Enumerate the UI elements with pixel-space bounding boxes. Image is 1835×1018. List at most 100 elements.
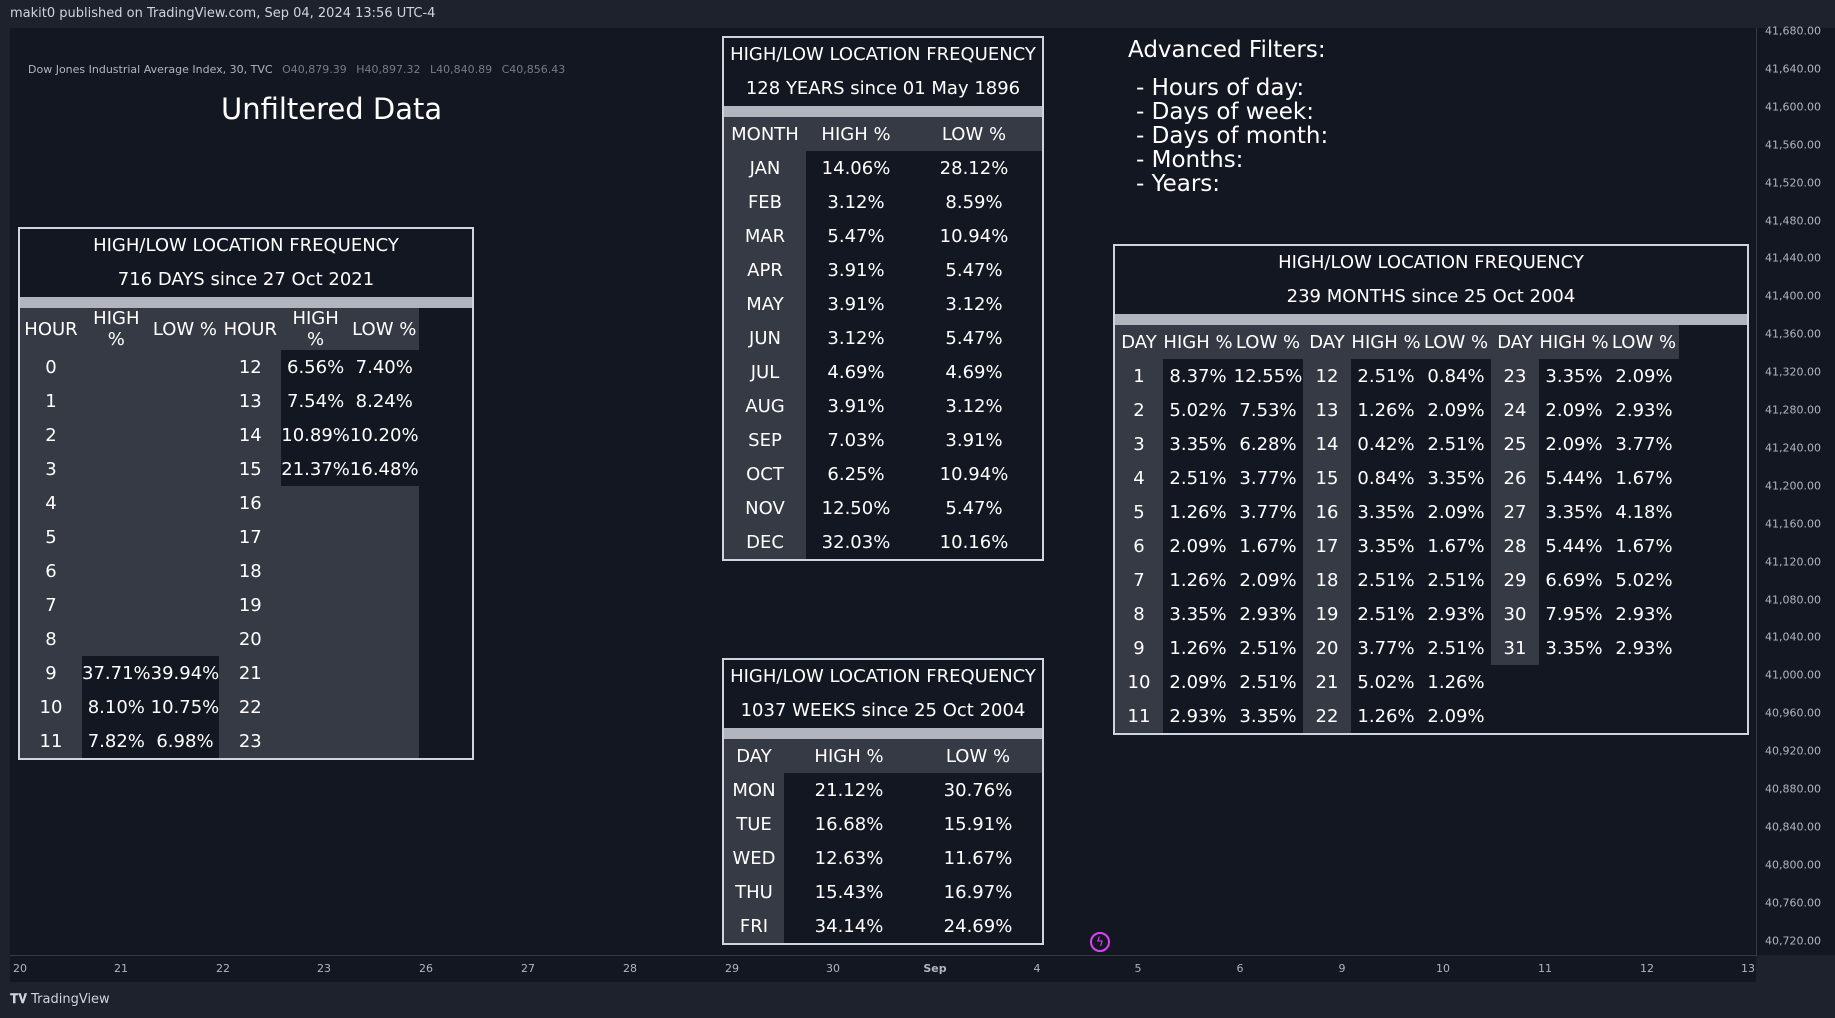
- table-cell: JAN: [724, 151, 806, 185]
- table-cell: [82, 452, 151, 486]
- table-cell: 6.25%: [806, 457, 906, 491]
- column-header: LOW %: [906, 117, 1042, 151]
- column-header: HIGH %: [1539, 325, 1609, 359]
- column-header: HIGH %: [784, 739, 914, 773]
- table-cell: 14.06%: [806, 151, 906, 185]
- price-tick: 40,920.00: [1765, 744, 1821, 758]
- column-header: DAY: [724, 739, 784, 773]
- table-row: 2 14 10.89% 10.20%: [20, 418, 419, 452]
- table-cell: 23: [1491, 359, 1539, 393]
- price-tick: 40,880.00: [1765, 782, 1821, 796]
- table-cell: 26: [1491, 461, 1539, 495]
- table-cell: 4: [20, 486, 82, 520]
- price-axis[interactable]: 41,680.00 41,640.00 41,600.00 41,560.00 41,5…: [1757, 25, 1835, 955]
- table-cell: 18: [1303, 563, 1351, 597]
- table-row: 6 18: [20, 554, 419, 588]
- symbol-legend[interactable]: Dow Jones Industrial Average Index, 30, …: [28, 63, 565, 76]
- table-cell: 11: [20, 724, 82, 758]
- filter-years: - Years:: [1136, 171, 1221, 197]
- time-axis[interactable]: 20 21 22 23 26 27 28 29 30 Sep 4 5 6 9 10 11 12 13: [10, 956, 1756, 982]
- table-cell: [349, 690, 419, 724]
- table-cell: 10.94%: [906, 457, 1042, 491]
- table-cell: 2.51%: [1351, 597, 1421, 631]
- table-cell: 12.55%: [1233, 359, 1303, 393]
- table-cell: SEP: [724, 423, 806, 457]
- table-cell: 32.03%: [806, 525, 906, 559]
- table-cell: 3.35%: [1163, 597, 1233, 631]
- table-row: FRI 34.14% 24.69%: [724, 909, 1042, 943]
- price-tick: 41,360.00: [1765, 327, 1821, 341]
- lightning-icon[interactable]: ϟ: [1090, 932, 1110, 952]
- table-cell: [150, 418, 220, 452]
- table-cell: APR: [724, 253, 806, 287]
- column-header: LOW %: [1421, 325, 1491, 359]
- table-cell: FRI: [724, 909, 784, 943]
- time-tick: 28: [623, 962, 637, 975]
- table-cell: 12.50%: [806, 491, 906, 525]
- table-cell: [349, 622, 419, 656]
- table-cell: 1.26%: [1421, 665, 1491, 699]
- table-cell: 4.69%: [806, 355, 906, 389]
- table-cell: [1539, 665, 1609, 699]
- table-cell: 1.26%: [1351, 393, 1421, 427]
- table-cell: 0: [20, 350, 82, 384]
- price-tick: 41,040.00: [1765, 630, 1821, 644]
- table-cell: [281, 724, 350, 758]
- table-row: MAR 5.47% 10.94%: [724, 219, 1042, 253]
- table-row: JAN 14.06% 28.12%: [724, 151, 1042, 185]
- table-cell: [150, 384, 220, 418]
- table-cell: 15.91%: [914, 807, 1042, 841]
- price-tick: 41,000.00: [1765, 668, 1821, 682]
- table-cell: 11.67%: [914, 841, 1042, 875]
- table-cell: 0.42%: [1351, 427, 1421, 461]
- header-row: DAY HIGH % LOW %: [724, 739, 1042, 773]
- table-cell: 3.77%: [1233, 461, 1303, 495]
- header-row: DAY HIGH % LOW % DAY HIGH % LOW % DAY HIGH % LOW…: [1115, 325, 1679, 359]
- table-cell: [150, 452, 220, 486]
- hours-table: HIGH/LOW LOCATION FREQUENCY 716 DAYS sin…: [18, 227, 474, 760]
- table-cell: 11: [1115, 699, 1163, 733]
- table-cell: [82, 554, 151, 588]
- table-row: 1 8.37% 12.55% 12 2.51% 0.84% 23 3.35% 2.09%: [1115, 359, 1679, 393]
- table-cell: 15: [1303, 461, 1351, 495]
- table-cell: 3.91%: [806, 253, 906, 287]
- price-tick: 41,480.00: [1765, 214, 1821, 227]
- table-cell: MAR: [724, 219, 806, 253]
- table-cell: 5.02%: [1163, 393, 1233, 427]
- symbol-name: Dow Jones Industrial Average Index, 30, …: [28, 63, 273, 76]
- table-cell: 14: [219, 418, 282, 452]
- table-cell: 5.02%: [1351, 665, 1421, 699]
- table-cell: [281, 588, 350, 622]
- table-cell: 0.84%: [1351, 461, 1421, 495]
- table-cell: 7.53%: [1233, 393, 1303, 427]
- column-header: LOW %: [1609, 325, 1679, 359]
- table-cell: 7: [20, 588, 82, 622]
- tradingview-logo[interactable]: 𝐓𝐕 TradingView: [10, 992, 110, 1007]
- high-value: H40,897.32: [356, 63, 421, 76]
- table-cell: 2.93%: [1609, 631, 1679, 665]
- table-cell: 7.40%: [349, 350, 419, 384]
- table-cell: 6.56%: [281, 350, 350, 384]
- table-row: 1 13 7.54% 8.24%: [20, 384, 419, 418]
- table-cell: 1: [1115, 359, 1163, 393]
- table-row: 3 15 21.37% 16.48%: [20, 452, 419, 486]
- table-cell: JUL: [724, 355, 806, 389]
- time-tick: 11: [1538, 962, 1552, 975]
- close-value: C40,856.43: [501, 63, 566, 76]
- time-tick: 21: [114, 962, 128, 975]
- table-cell: 1: [20, 384, 82, 418]
- table-cell: 30.76%: [914, 773, 1042, 807]
- price-tick: 41,120.00: [1765, 555, 1821, 569]
- table-cell: 1.67%: [1233, 529, 1303, 563]
- table-title: HIGH/LOW LOCATION FREQUENCY: [730, 666, 1036, 687]
- table-cell: 2.09%: [1539, 393, 1609, 427]
- table-cell: [281, 554, 350, 588]
- price-tick: 41,400.00: [1765, 289, 1821, 303]
- table-cell: [281, 690, 350, 724]
- footer: 𝐓𝐕 TradingView: [0, 982, 1835, 1018]
- table-cell: 3.35%: [1539, 359, 1609, 393]
- table-cell: 5.44%: [1539, 529, 1609, 563]
- price-tick: 41,080.00: [1765, 593, 1821, 606]
- table-cell: 22: [219, 690, 282, 724]
- table-cell: 2.93%: [1163, 699, 1233, 733]
